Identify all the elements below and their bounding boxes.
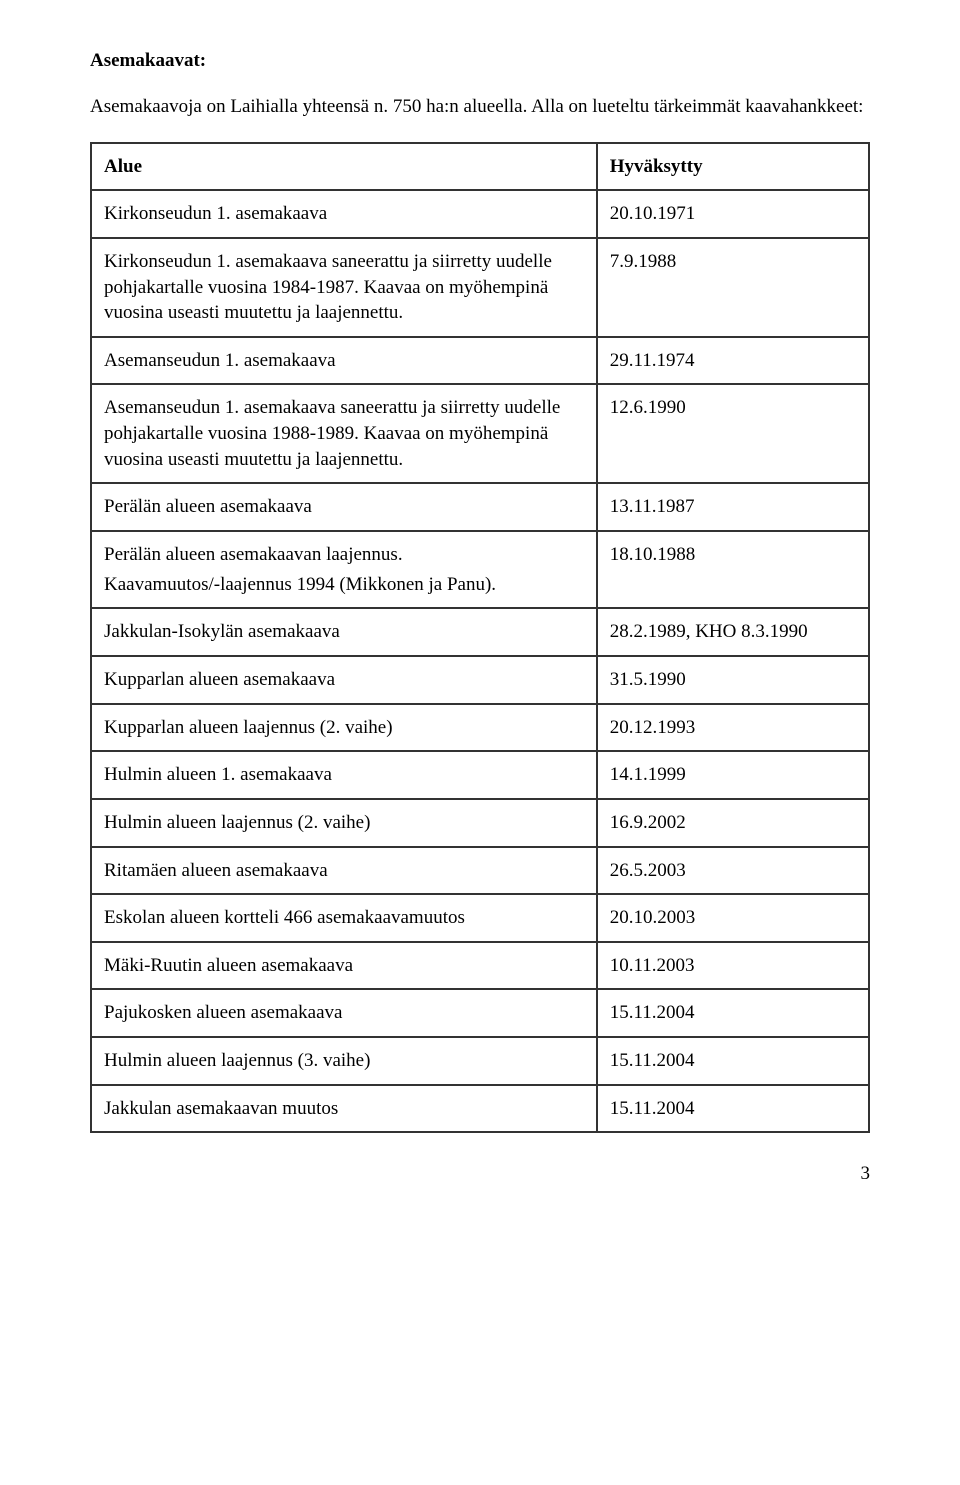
table-cell-date: 20.12.1993 bbox=[597, 704, 869, 752]
table-cell-date: 15.11.2004 bbox=[597, 1037, 869, 1085]
table-header-alue: Alue bbox=[91, 143, 597, 191]
table-cell-alue: Perälän alueen asemakaavan laajennus.Kaa… bbox=[91, 531, 597, 608]
table-cell-alue: Hulmin alueen 1. asemakaava bbox=[91, 751, 597, 799]
table-cell-date: 13.11.1987 bbox=[597, 483, 869, 531]
table-cell-date: 10.11.2003 bbox=[597, 942, 869, 990]
table-cell-date: 18.10.1988 bbox=[597, 531, 869, 608]
table-cell-alue: Pajukosken alueen asemakaava bbox=[91, 989, 597, 1037]
intro-paragraph: Asemakaavoja on Laihialla yhteensä n. 75… bbox=[90, 94, 870, 120]
table-cell-date: 16.9.2002 bbox=[597, 799, 869, 847]
table-cell-alue: Perälän alueen asemakaava bbox=[91, 483, 597, 531]
table-row: Perälän alueen asemakaavan laajennus.Kaa… bbox=[91, 531, 869, 608]
table-header-date: Hyväksytty bbox=[597, 143, 869, 191]
table-row: Asemanseudun 1. asemakaava saneerattu ja… bbox=[91, 384, 869, 483]
table-row: Hulmin alueen laajennus (3. vaihe)15.11.… bbox=[91, 1037, 869, 1085]
table-cell-date: 7.9.1988 bbox=[597, 238, 869, 337]
page-number: 3 bbox=[90, 1163, 870, 1185]
table-cell-alue: Kirkonseudun 1. asemakaava saneerattu ja… bbox=[91, 238, 597, 337]
table-cell-date: 14.1.1999 bbox=[597, 751, 869, 799]
table-cell-date: 20.10.2003 bbox=[597, 894, 869, 942]
table-cell-alue: Eskolan alueen kortteli 466 asemakaavamu… bbox=[91, 894, 597, 942]
table-cell-sub: Kaavamuutos/-laajennus 1994 (Mikkonen ja… bbox=[104, 572, 584, 598]
table-cell-date: 29.11.1974 bbox=[597, 337, 869, 385]
table-cell-alue: Kupparlan alueen asemakaava bbox=[91, 656, 597, 704]
table-row: Kupparlan alueen laajennus (2. vaihe)20.… bbox=[91, 704, 869, 752]
table-cell-alue: Kirkonseudun 1. asemakaava bbox=[91, 190, 597, 238]
table-cell-alue: Hulmin alueen laajennus (3. vaihe) bbox=[91, 1037, 597, 1085]
table-row: Asemanseudun 1. asemakaava29.11.1974 bbox=[91, 337, 869, 385]
table-row: Kirkonseudun 1. asemakaava saneerattu ja… bbox=[91, 238, 869, 337]
table-row: Hulmin alueen laajennus (2. vaihe)16.9.2… bbox=[91, 799, 869, 847]
table-row: Eskolan alueen kortteli 466 asemakaavamu… bbox=[91, 894, 869, 942]
table-cell-date: 26.5.2003 bbox=[597, 847, 869, 895]
table-cell-date: 15.11.2004 bbox=[597, 989, 869, 1037]
table-cell-date: 12.6.1990 bbox=[597, 384, 869, 483]
table-cell-alue: Asemanseudun 1. asemakaava bbox=[91, 337, 597, 385]
table-row: Ritamäen alueen asemakaava26.5.2003 bbox=[91, 847, 869, 895]
table-row: Jakkulan-Isokylän asemakaava28.2.1989, K… bbox=[91, 608, 869, 656]
table-cell-alue: Hulmin alueen laajennus (2. vaihe) bbox=[91, 799, 597, 847]
table-row: Hulmin alueen 1. asemakaava14.1.1999 bbox=[91, 751, 869, 799]
table-cell-alue: Ritamäen alueen asemakaava bbox=[91, 847, 597, 895]
asemakaavat-table: AlueHyväksyttyKirkonseudun 1. asemakaava… bbox=[90, 142, 870, 1134]
table-cell-alue: Asemanseudun 1. asemakaava saneerattu ja… bbox=[91, 384, 597, 483]
table-cell-date: 15.11.2004 bbox=[597, 1085, 869, 1133]
table-row: Jakkulan asemakaavan muutos15.11.2004 bbox=[91, 1085, 869, 1133]
table-cell-alue: Kupparlan alueen laajennus (2. vaihe) bbox=[91, 704, 597, 752]
table-row: Mäki-Ruutin alueen asemakaava10.11.2003 bbox=[91, 942, 869, 990]
table-cell-alue: Jakkulan asemakaavan muutos bbox=[91, 1085, 597, 1133]
table-cell-date: 31.5.1990 bbox=[597, 656, 869, 704]
table-row: Kupparlan alueen asemakaava31.5.1990 bbox=[91, 656, 869, 704]
table-row: Perälän alueen asemakaava13.11.1987 bbox=[91, 483, 869, 531]
table-cell-alue: Jakkulan-Isokylän asemakaava bbox=[91, 608, 597, 656]
table-cell-date: 28.2.1989, KHO 8.3.1990 bbox=[597, 608, 869, 656]
table-cell-date: 20.10.1971 bbox=[597, 190, 869, 238]
table-cell-alue: Mäki-Ruutin alueen asemakaava bbox=[91, 942, 597, 990]
table-row: Kirkonseudun 1. asemakaava20.10.1971 bbox=[91, 190, 869, 238]
table-row: Pajukosken alueen asemakaava15.11.2004 bbox=[91, 989, 869, 1037]
section-heading: Asemakaavat: bbox=[90, 50, 870, 72]
